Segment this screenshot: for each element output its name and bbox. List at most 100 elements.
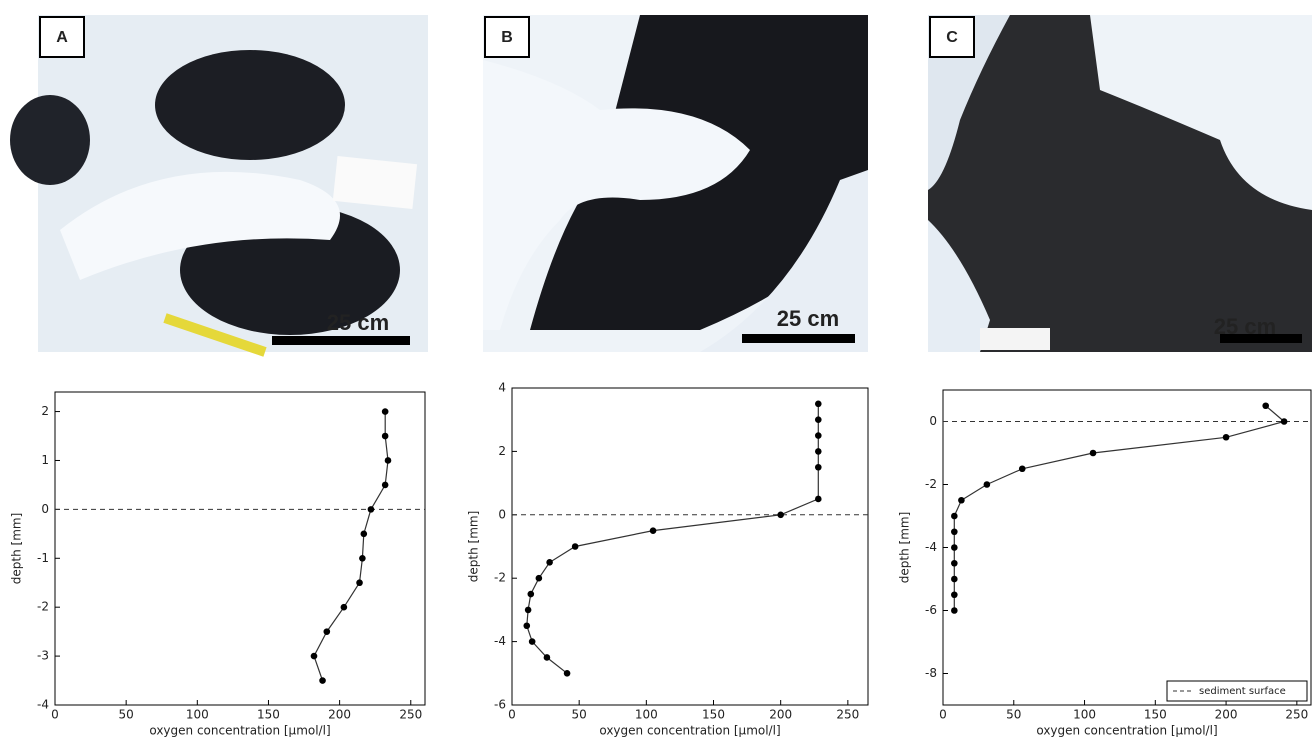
x-tick-label: 100 <box>635 708 658 722</box>
y-tick-label: 0 <box>41 502 49 516</box>
data-point <box>951 591 958 599</box>
y-axis-label: depth [mm] <box>10 513 24 584</box>
data-point <box>323 628 331 635</box>
y-tick-label: -4 <box>494 634 506 648</box>
data-point <box>359 554 366 562</box>
data-point <box>1280 418 1288 425</box>
data-point <box>814 495 822 503</box>
y-tick-label: -2 <box>37 600 49 614</box>
x-tick-label: 200 <box>1215 708 1238 722</box>
panel-label: A <box>56 29 68 46</box>
data-point <box>951 559 958 567</box>
y-tick-label: -2 <box>925 477 937 491</box>
data-point <box>951 544 958 551</box>
data-point <box>814 463 822 471</box>
x-tick-label: 0 <box>508 708 516 722</box>
data-point <box>543 654 551 661</box>
data-point <box>1018 465 1026 473</box>
y-tick-label: 0 <box>498 507 506 521</box>
photo-b <box>483 15 868 352</box>
x-tick-label: 50 <box>1006 708 1021 722</box>
y-tick-label: -3 <box>37 649 49 663</box>
y-tick-label: 1 <box>41 453 49 467</box>
data-point <box>360 530 368 538</box>
scale-bar <box>272 336 410 345</box>
x-tick-label: 50 <box>119 708 134 722</box>
plot-frame <box>942 389 1312 706</box>
x-tick-label: 200 <box>328 708 351 722</box>
y-axis-label: depth [mm] <box>467 511 481 582</box>
data-line <box>526 403 819 674</box>
y-axis-label: depth [mm] <box>898 512 912 583</box>
scale-bar <box>1220 334 1302 343</box>
x-tick-label: 250 <box>399 708 422 722</box>
data-point <box>814 432 822 439</box>
data-point <box>524 606 532 614</box>
y-tick-label: -4 <box>925 540 937 554</box>
y-tick-label: -4 <box>37 698 49 712</box>
y-tick-label: 2 <box>498 444 506 458</box>
scale-label: 25 cm <box>327 310 389 335</box>
y-tick-label: 0 <box>929 414 937 428</box>
x-tick-label: 250 <box>1285 708 1308 722</box>
data-point <box>814 448 822 455</box>
data-point <box>356 579 363 587</box>
data-point <box>367 506 375 513</box>
data-point <box>571 543 579 550</box>
data-point <box>384 457 392 464</box>
data-point <box>381 408 389 415</box>
data-point <box>528 638 536 645</box>
plot-frame <box>511 387 869 706</box>
data-point <box>1262 402 1270 410</box>
y-tick-label: -8 <box>925 666 937 680</box>
data-point <box>983 481 991 488</box>
data-point <box>563 670 571 677</box>
data-point <box>777 511 784 519</box>
data-point <box>958 496 965 504</box>
legend-box <box>1166 680 1308 702</box>
x-tick-label: 100 <box>186 708 209 722</box>
y-tick-label: -6 <box>494 698 506 712</box>
data-point <box>951 512 958 520</box>
x-tick-label: 150 <box>257 708 280 722</box>
x-tick-label: 50 <box>572 708 587 722</box>
data-point <box>535 574 543 582</box>
x-tick-label: 0 <box>51 708 59 722</box>
photo-a <box>10 15 428 357</box>
data-point <box>381 432 389 440</box>
data-point <box>381 481 389 489</box>
data-line <box>953 405 1286 611</box>
data-point <box>527 590 535 598</box>
data-point <box>1089 449 1097 457</box>
plot-frame <box>54 391 426 706</box>
scale-bar <box>742 334 855 343</box>
x-tick-label: 150 <box>1144 708 1167 722</box>
data-point <box>649 527 657 534</box>
y-tick-label: 4 <box>498 381 506 395</box>
data-point <box>523 622 531 630</box>
y-tick-label: -6 <box>925 603 937 617</box>
x-tick-label: 0 <box>939 708 947 722</box>
data-point <box>1222 433 1230 441</box>
panel-label: B <box>501 29 513 46</box>
data-point <box>814 400 822 408</box>
x-axis-label: oxygen concentration [µmol/l] <box>599 724 780 738</box>
x-tick-label: 200 <box>769 708 792 722</box>
data-point <box>340 603 348 611</box>
data-point <box>546 559 553 566</box>
x-axis-label: oxygen concentration [µmol/l] <box>1036 724 1217 738</box>
panel-label-box <box>39 16 85 58</box>
x-tick-label: 100 <box>1073 708 1096 722</box>
data-line <box>313 411 389 681</box>
legend-label: sediment surface <box>1199 686 1286 697</box>
y-tick-label: -2 <box>494 571 506 585</box>
data-point <box>319 677 326 684</box>
y-tick-label: 2 <box>41 404 49 418</box>
panel-label: C <box>946 29 958 46</box>
x-tick-label: 250 <box>836 708 859 722</box>
data-point <box>310 652 318 660</box>
x-tick-label: 150 <box>702 708 725 722</box>
data-point <box>814 416 822 424</box>
data-point <box>951 607 958 614</box>
